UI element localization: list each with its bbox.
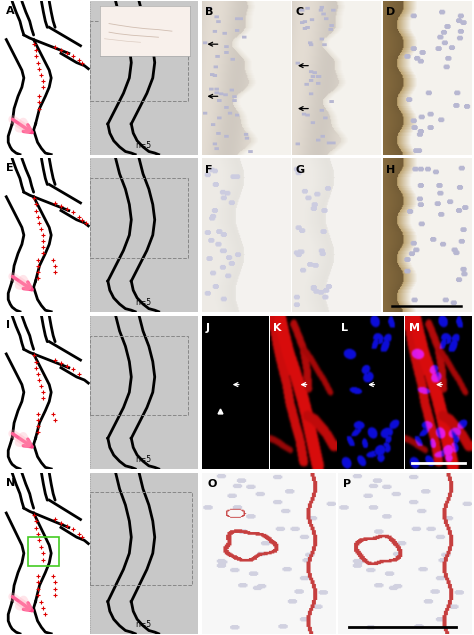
Bar [90, 316, 198, 469]
Text: B: B [205, 8, 214, 17]
Text: A: A [6, 6, 15, 16]
Text: E: E [6, 163, 14, 173]
Text: K: K [273, 323, 282, 333]
Bar [90, 492, 192, 585]
Text: M: M [409, 323, 419, 333]
Text: I: I [6, 320, 10, 330]
Text: H: H [386, 164, 396, 175]
Text: n=5: n=5 [135, 298, 151, 307]
Bar [90, 335, 188, 415]
Bar [90, 473, 198, 634]
Bar [28, 537, 59, 566]
Bar [90, 159, 198, 312]
Bar [90, 1, 198, 154]
Text: F: F [205, 164, 213, 175]
Bar [90, 178, 188, 258]
Bar [90, 21, 188, 101]
Text: J: J [205, 323, 209, 333]
Text: L: L [341, 323, 348, 333]
Text: P: P [344, 479, 352, 489]
Text: N: N [6, 478, 16, 488]
Text: C: C [296, 8, 304, 17]
Text: n=5: n=5 [135, 620, 151, 629]
Text: O: O [207, 479, 217, 489]
Text: n=5: n=5 [135, 455, 151, 464]
Text: G: G [296, 164, 305, 175]
Text: D: D [386, 8, 396, 17]
Text: n=5: n=5 [135, 141, 151, 150]
